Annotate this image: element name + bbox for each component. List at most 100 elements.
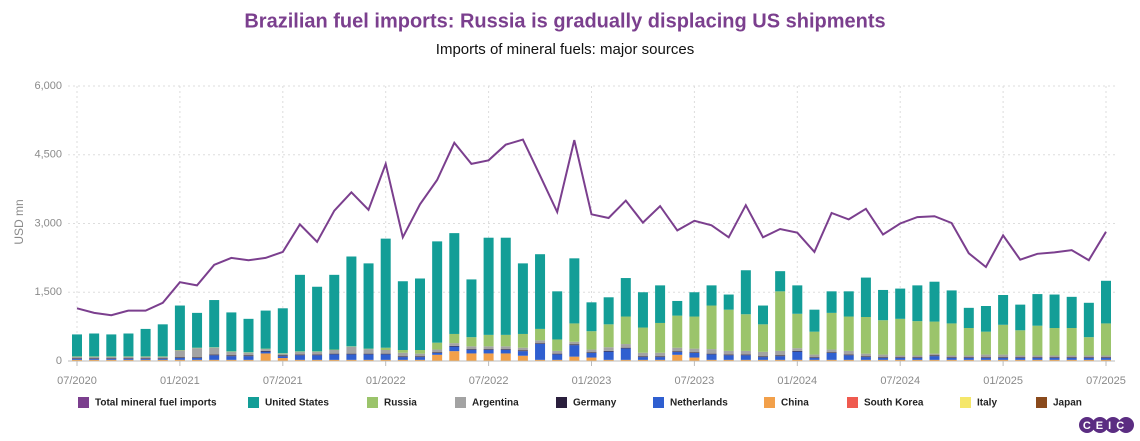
legend-label: Total mineral fuel imports [95, 398, 217, 409]
x-tick-label: 07/2024 [880, 375, 920, 387]
bar-segment [689, 357, 700, 361]
bar-segment [483, 237, 494, 335]
bar-segment [792, 350, 803, 352]
bar-segment [552, 350, 563, 354]
bar-segment [912, 357, 923, 359]
bar-segment [826, 291, 837, 313]
bar-segment [895, 357, 906, 359]
bar-segment [1066, 355, 1077, 358]
bar-segment [689, 352, 700, 353]
bar-segment [929, 321, 940, 354]
bar-segment [535, 254, 546, 329]
bar-segment [655, 322, 666, 353]
bar-segment [415, 357, 425, 360]
x-tick-label: 01/2021 [160, 375, 200, 387]
bar-segment [517, 350, 528, 352]
y-tick-label: 0 [56, 355, 62, 367]
x-tick-label: 01/2024 [777, 375, 817, 387]
bar-segment [843, 355, 854, 360]
bar-segment [775, 271, 786, 292]
bar-segment [500, 346, 511, 350]
bar-segment [912, 321, 923, 356]
bar-segment [226, 351, 237, 356]
bar-segment [483, 353, 494, 361]
bar-segment [380, 353, 391, 355]
bar-segment [723, 355, 734, 360]
bar-segment [466, 353, 477, 361]
bar-segment [260, 351, 271, 354]
bar-segment [72, 334, 82, 357]
bar-segment [946, 290, 957, 324]
bar-segment [637, 292, 648, 328]
bar-segment [209, 354, 220, 356]
legend-swatch [556, 397, 567, 408]
bar-segment [946, 357, 957, 359]
bar-segment [106, 358, 117, 360]
bar-segment [174, 305, 185, 350]
bar-segment [552, 291, 563, 340]
bar-segment [466, 346, 477, 350]
bar-segment [895, 288, 906, 319]
bar-segment [1101, 358, 1111, 360]
bar-segment [980, 357, 991, 359]
bar-segment [363, 354, 374, 360]
bar-segment [209, 300, 220, 348]
bar-segment [483, 349, 494, 350]
x-tick-label: 07/2022 [469, 375, 509, 387]
bar-segment [500, 334, 511, 347]
bar-segment [329, 354, 340, 360]
bar-segment [243, 355, 254, 357]
bar-segment [535, 328, 546, 341]
bar-segment [758, 305, 768, 325]
bar-segment [123, 333, 134, 357]
bar-segment [466, 337, 477, 347]
bar-segment [998, 324, 1009, 355]
bar-segment [157, 324, 168, 357]
bar-segment [312, 355, 323, 360]
chart-title: Brazilian fuel imports: Russia is gradua… [244, 10, 885, 32]
bar-segment [826, 312, 837, 350]
bar-segment [895, 318, 906, 356]
bar-segment [672, 347, 683, 352]
bar-segment [586, 352, 597, 353]
logo: CEIC [1079, 417, 1134, 433]
bar-segment [878, 320, 889, 355]
bar-segment [294, 354, 305, 356]
bar-segment [637, 327, 648, 353]
bar-segment [535, 343, 546, 344]
bar-segment [1101, 355, 1111, 358]
bar-segment [449, 345, 460, 347]
bar-segment [912, 285, 923, 322]
legend-label: Argentina [472, 398, 519, 409]
bar-segment [826, 352, 837, 353]
bar-segment [123, 358, 134, 360]
y-tick-label: 1,500 [34, 286, 62, 298]
bar-segment [106, 356, 117, 359]
bar-segment [706, 305, 717, 350]
x-tick-label: 01/2025 [983, 375, 1023, 387]
bar-segment [397, 350, 408, 353]
bar-segment [620, 348, 631, 360]
bar-segment [500, 353, 511, 361]
bar-segment [980, 358, 991, 360]
legend-swatch [847, 397, 858, 408]
bar-segment [140, 358, 151, 359]
bar-segment [775, 350, 786, 356]
legend-label: Russia [384, 398, 417, 409]
bar-segment [792, 351, 803, 360]
bar-segment [466, 349, 477, 354]
bar-segment [500, 237, 511, 335]
bar-segment [998, 354, 1009, 358]
bar-segment [723, 354, 734, 356]
bar-segment [809, 357, 820, 359]
bar-segment [826, 352, 837, 360]
bar-segment [637, 357, 648, 360]
legend-swatch [367, 397, 378, 408]
bar-segment [843, 291, 854, 317]
bar-segment [758, 357, 768, 360]
bar-segment [380, 350, 391, 354]
bar-segment [569, 341, 580, 345]
bar-segment [689, 352, 700, 358]
bar-segment [226, 312, 237, 352]
